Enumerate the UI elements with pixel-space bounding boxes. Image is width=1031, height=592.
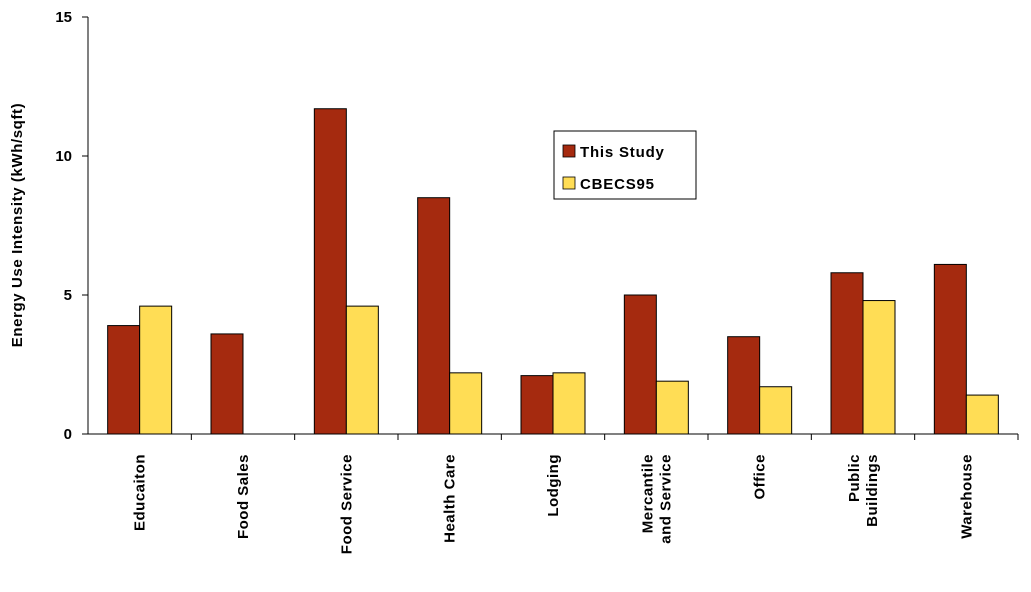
category-label-line: Office <box>752 454 769 500</box>
category-label-line: Educaiton <box>132 454 149 531</box>
category-label-line: Public <box>846 454 863 502</box>
bar-cbecs95-warehouse <box>965 394 999 435</box>
legend-swatch-cbecs95 <box>562 176 576 190</box>
category-label-line: Warehouse <box>958 454 975 539</box>
category-label-educaiton: Educaiton <box>132 454 149 531</box>
legend-box <box>553 130 697 200</box>
category-label-line: Food Sales <box>235 454 252 539</box>
bar-this-study-educaiton <box>107 325 141 435</box>
category-label-public-buildings: Public Buildings <box>846 454 881 527</box>
category-labels-group: Educaiton Food Sales Food Service Health Ca… <box>132 454 976 554</box>
bar-this-study-health-care <box>417 197 451 435</box>
category-label-line: Health Care <box>442 454 459 543</box>
bar-cbecs95-mercantile-and-service <box>655 380 689 435</box>
y-tick-label: 5 <box>64 287 72 304</box>
legend-label-this-study: This Study <box>580 144 665 161</box>
category-label-line: Buildings <box>864 454 881 527</box>
bar-this-study-office <box>727 336 761 435</box>
axes-group <box>87 17 1018 435</box>
y-tick-label: 0 <box>64 426 72 443</box>
x-ticks-group <box>190 434 1019 440</box>
category-label-line: Mercantile <box>639 454 656 533</box>
bar-cbecs95-office <box>759 386 793 435</box>
category-label-line: Food Service <box>338 454 355 554</box>
legend: This Study CBECS95 <box>553 130 697 200</box>
bar-cbecs95-health-care <box>449 372 483 435</box>
bar-cbecs95-educaiton <box>139 305 173 435</box>
bar-this-study-public-buildings <box>830 272 864 435</box>
y-axis-title: Energy Use Intensity (kWh/sqft) <box>9 103 26 347</box>
category-label-food-service: Food Service <box>338 454 355 554</box>
y-tick-label: 10 <box>55 148 72 165</box>
category-label-warehouse: Warehouse <box>958 454 975 539</box>
y-tick-label: 15 <box>55 9 72 26</box>
bar-cbecs95-public-buildings <box>862 300 896 435</box>
category-label-food-sales: Food Sales <box>235 454 252 539</box>
bar-this-study-warehouse <box>933 263 967 435</box>
category-label-line: and Service <box>657 454 674 544</box>
category-label-health-care: Health Care <box>442 454 459 543</box>
bars-group <box>107 108 999 435</box>
bar-cbecs95-food-service <box>345 305 379 435</box>
bar-this-study-food-service <box>313 108 347 435</box>
bar-this-study-mercantile-and-service <box>623 294 657 435</box>
category-label-office: Office <box>752 454 769 500</box>
category-label-line: Lodging <box>545 454 562 517</box>
bar-this-study-food-sales <box>210 333 244 435</box>
bar-cbecs95-lodging <box>552 372 586 435</box>
category-label-mercantile-and-service: Mercantile and Service <box>639 454 674 544</box>
bar-this-study-lodging <box>520 375 554 435</box>
legend-swatch-this-study <box>562 144 576 158</box>
category-label-lodging: Lodging <box>545 454 562 517</box>
legend-label-cbecs95: CBECS95 <box>580 176 655 193</box>
y-ticks-group: 0 5 10 15 <box>55 9 88 443</box>
